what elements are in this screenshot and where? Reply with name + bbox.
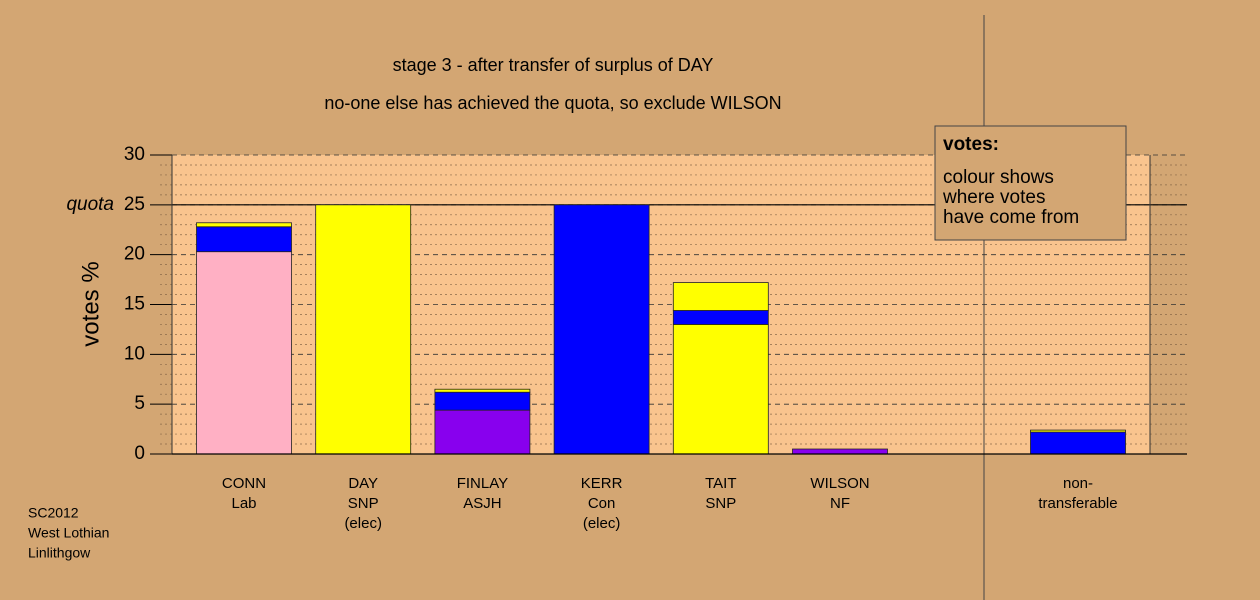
x-tick-label: DAY (348, 475, 378, 492)
y-tick-label: 5 (134, 393, 145, 414)
bar-segment (434, 409, 531, 455)
y-tick-label: 10 (124, 343, 145, 364)
x-tick-label: SNP (705, 495, 736, 512)
bar-segment (672, 310, 769, 325)
bar-segment (196, 222, 292, 228)
y-axis-label: votes % (77, 261, 104, 346)
bar-segment (672, 324, 769, 455)
x-tick-label: FINLAY (457, 475, 508, 492)
bar-segment (672, 282, 769, 311)
footer: West Lothian (28, 525, 109, 541)
bar-segment (1030, 429, 1126, 433)
y-tick-label: 0 (134, 443, 145, 464)
x-tick-label: TAIT (705, 475, 736, 492)
legend-title: votes: (943, 134, 999, 155)
x-tick-label: (elec) (583, 515, 621, 532)
bar-segment (196, 226, 292, 253)
x-tick-label: ASJH (463, 495, 501, 512)
footer: Linlithgow (28, 545, 91, 561)
y-tick-label: 30 (124, 144, 145, 165)
x-tick-label: SNP (348, 495, 379, 512)
footer: SC2012 (28, 505, 79, 521)
bar-segment (434, 388, 531, 393)
x-tick-label: (elec) (344, 515, 382, 532)
x-tick-label: transferable (1038, 495, 1117, 512)
title: stage 3 - after transfer of surplus of D… (393, 55, 714, 75)
legend-line: colour shows (943, 167, 1054, 188)
x-tick-label: non- (1063, 475, 1093, 492)
x-tick-label: CONN (222, 475, 266, 492)
legend-line: have come from (943, 207, 1079, 228)
y-tick-label: 20 (124, 244, 145, 265)
legend-line: where votes (942, 187, 1045, 208)
quota-label: quota (66, 194, 114, 215)
x-tick-label: NF (830, 495, 850, 512)
y-tick-label: 25 (124, 194, 145, 215)
x-tick-label: WILSON (810, 475, 869, 492)
x-tick-label: KERR (581, 475, 623, 492)
legend-box (934, 125, 1127, 241)
bar-segment (315, 204, 412, 455)
bar-segment (434, 391, 531, 411)
x-tick-label: Lab (231, 495, 256, 512)
bar-segment (196, 251, 292, 455)
bar-segment (792, 448, 888, 455)
subtitle: no-one else has achieved the quota, so e… (324, 93, 781, 113)
bar-segment (1030, 431, 1126, 455)
x-tick-label: Con (588, 495, 616, 512)
bar-segment (553, 204, 650, 455)
y-tick-label: 15 (124, 294, 145, 315)
